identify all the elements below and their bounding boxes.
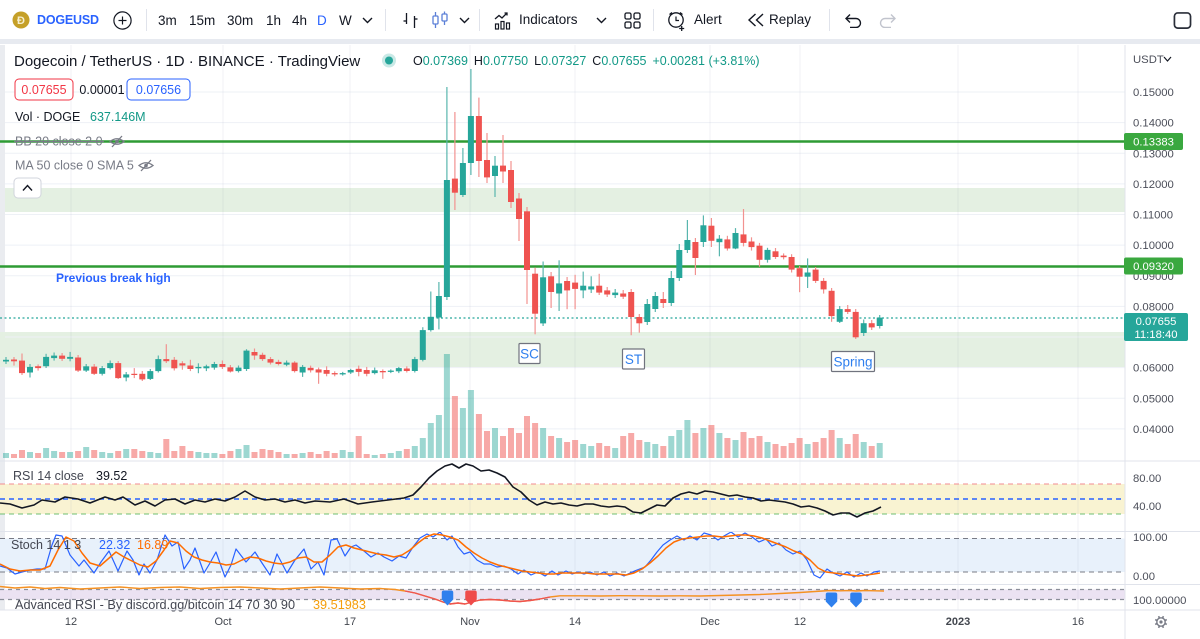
svg-text:0.05000: 0.05000	[1133, 393, 1174, 405]
svg-text:Nov: Nov	[460, 616, 480, 628]
svg-text:11:18:40: 11:18:40	[1134, 329, 1177, 341]
svg-text:0.00001: 0.00001	[79, 83, 124, 97]
svg-text:Advanced RSI - By discord.gg/b: Advanced RSI - By discord.gg/bitcoin 14 …	[15, 598, 295, 612]
svg-text:100.00000: 100.00000	[1133, 595, 1186, 607]
svg-text:100.00: 100.00	[1133, 532, 1168, 544]
svg-text:22.32: 22.32	[99, 538, 130, 552]
svg-text:14: 14	[569, 616, 581, 628]
svg-text:0.14000: 0.14000	[1133, 118, 1174, 130]
svg-text:USDT: USDT	[1133, 54, 1164, 66]
svg-text:0.07655: 0.07655	[21, 83, 66, 97]
svg-text:12: 12	[794, 616, 806, 628]
svg-text:0.09320: 0.09320	[1133, 261, 1174, 273]
svg-text:0.15000: 0.15000	[1133, 87, 1174, 99]
svg-text:0.00: 0.00	[1133, 571, 1155, 583]
svg-text:40.00: 40.00	[1133, 501, 1161, 513]
svg-text:Dogecoin / TetherUS · 1D · BIN: Dogecoin / TetherUS · 1D · BINANCE · Tra…	[14, 53, 360, 70]
svg-text:637.146M: 637.146M	[90, 110, 146, 124]
svg-text:16: 16	[1072, 616, 1084, 628]
svg-text:80.00: 80.00	[1133, 473, 1161, 485]
svg-text:0.04000: 0.04000	[1133, 424, 1174, 436]
svg-text:0.10000: 0.10000	[1133, 240, 1174, 252]
svg-text:Đ: Đ	[17, 15, 25, 27]
svg-text:0.11000: 0.11000	[1133, 210, 1173, 222]
svg-text:16.89: 16.89	[137, 538, 168, 552]
svg-text:12: 12	[65, 616, 77, 628]
svg-text:Stoch 14 1 3: Stoch 14 1 3	[11, 538, 81, 552]
svg-text:2023: 2023	[946, 616, 970, 628]
svg-text:Dec: Dec	[700, 616, 720, 628]
svg-text:0.08000: 0.08000	[1133, 301, 1174, 313]
svg-text:0.07655: 0.07655	[1136, 316, 1177, 328]
svg-text:0.06000: 0.06000	[1133, 363, 1174, 375]
svg-text:Vol · DOGE: Vol · DOGE	[15, 110, 80, 124]
svg-text:0.07656: 0.07656	[136, 83, 181, 97]
svg-text:17: 17	[344, 616, 356, 628]
svg-text:0.12000: 0.12000	[1133, 179, 1174, 191]
svg-text:0.13000: 0.13000	[1133, 148, 1174, 160]
svg-text:RSI 14 close: RSI 14 close	[13, 469, 84, 483]
svg-text:Previous break high: Previous break high	[56, 271, 171, 285]
svg-text:39.52: 39.52	[96, 469, 127, 483]
svg-text:MA 50 close 0 SMA 5: MA 50 close 0 SMA 5	[15, 159, 134, 173]
svg-text:Oct: Oct	[214, 616, 231, 628]
svg-text:Spring: Spring	[833, 355, 872, 370]
svg-text:0.13383: 0.13383	[1133, 137, 1174, 149]
svg-text:SC: SC	[520, 347, 539, 362]
svg-text:39.51983: 39.51983	[313, 598, 366, 612]
svg-text:ST: ST	[625, 352, 642, 367]
